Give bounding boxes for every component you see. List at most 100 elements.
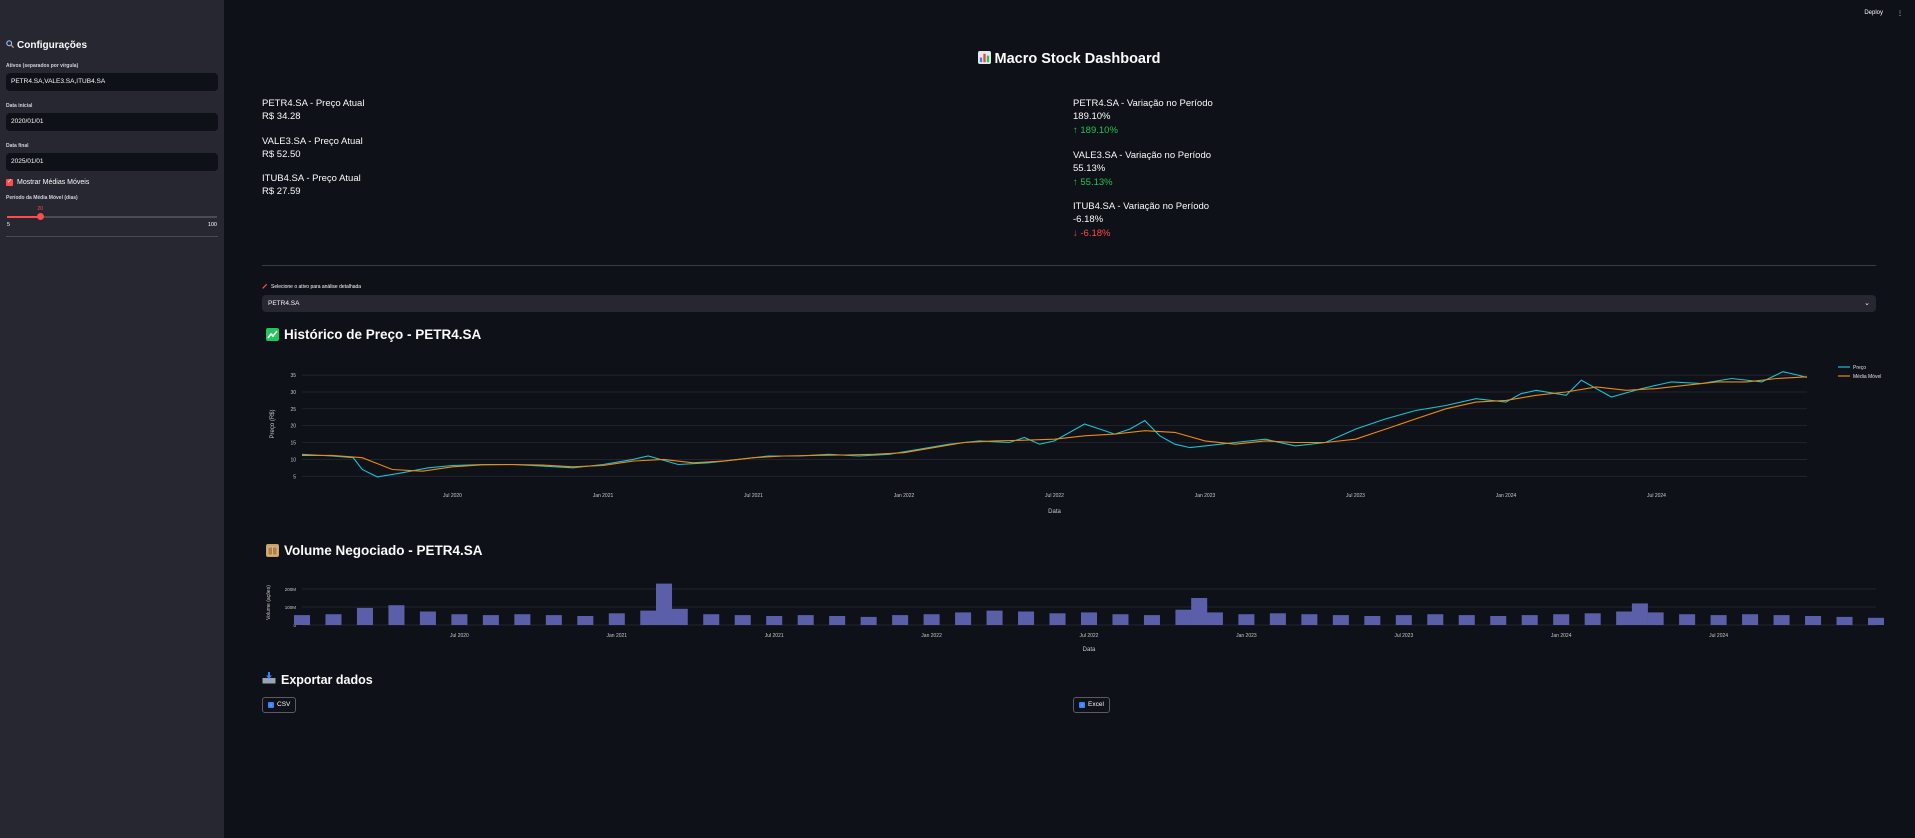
magnifier-icon	[6, 40, 15, 51]
volume-bar	[482, 615, 499, 625]
x-axis-title: Data	[1083, 647, 1096, 653]
metric-value: 189.10%	[1073, 111, 1111, 122]
volume-bar	[1647, 612, 1664, 625]
volume-bar	[388, 605, 405, 625]
volume-bar	[1112, 614, 1129, 625]
sidebar-title: Configurações	[6, 40, 218, 51]
x-tick-label: Jul 2024	[1647, 493, 1666, 499]
legend-label: Preço	[1853, 365, 1866, 371]
volume-bar	[1742, 614, 1759, 625]
page-title: Macro Stock Dashboard	[262, 51, 1876, 68]
period-label: Período da Média Móvel (dias)	[6, 195, 78, 201]
volume-bar	[1238, 614, 1255, 625]
deploy-button[interactable]: Deploy	[1864, 10, 1883, 16]
end-date-label: Data final	[6, 143, 29, 149]
price-chart[interactable]: 5 10 15 20 25 30 35 Jul 2020 Jan 2021 Jul 2021 Jan…	[262, 355, 1881, 555]
asset-select-label: Selecione o ativo para análise detalhada	[262, 283, 361, 291]
y-tick-label: 30	[290, 390, 296, 396]
csv-button-label: CSV	[277, 701, 291, 708]
y-tick-label: 15	[290, 441, 296, 447]
x-tick-label: Jul 2023	[1394, 633, 1413, 639]
volume-bar	[1364, 616, 1381, 625]
checkbox-checked-icon[interactable]: ✓	[6, 179, 13, 186]
x-tick-label: Jul 2021	[744, 493, 763, 499]
page-title-text: Macro Stock Dashboard	[994, 51, 1161, 67]
volume-bar	[829, 616, 846, 625]
volume-bar	[1616, 611, 1633, 625]
volume-bar	[1301, 614, 1318, 625]
volume-bar	[451, 614, 468, 625]
x-tick-label: Jul 2022	[1045, 493, 1064, 499]
asset-select[interactable]: PETR4.SA ⌄	[262, 295, 1876, 312]
export-section-title: Exportar dados	[262, 672, 373, 687]
y-tick-label: 0	[293, 623, 296, 628]
metric-label: PETR4.SA - Preço Atual	[262, 98, 365, 109]
excel-button-label: Excel	[1088, 701, 1104, 708]
top-toolbar: Deploy ⋮	[1864, 10, 1903, 17]
y-tick-label: 200M	[285, 587, 297, 592]
volume-bar	[1836, 616, 1853, 625]
moving-average-checkbox-label: Mostrar Médias Móveis	[17, 179, 90, 186]
volume-section-title-text: Volume Negociado - PETR4.SA	[284, 543, 483, 558]
metric-value: R$ 34.28	[262, 111, 301, 122]
kebab-menu-icon[interactable]: ⋮	[1897, 11, 1903, 17]
download-excel-button[interactable]: ↓ Excel	[1073, 697, 1110, 713]
volume-section-title: Volume Negociado - PETR4.SA	[266, 543, 483, 558]
sidebar: Configurações Ativos (separados por vírg…	[0, 0, 224, 838]
volume-bar	[986, 610, 1003, 625]
assets-input[interactable]: PETR4.SA,VALE3.SA,ITUB4.SA	[6, 73, 218, 91]
metric-label: VALE3.SA - Preço Atual	[262, 136, 363, 147]
volume-bar	[419, 611, 436, 625]
down-arrow-icon: ↓	[1079, 702, 1085, 708]
metric-petr4-price: PETR4.SA - Preço Atual R$ 34.28	[262, 97, 364, 124]
y-axis-title: Preço (R$)	[270, 409, 276, 438]
x-axis-title: Data	[1048, 509, 1061, 515]
volume-bar	[1710, 615, 1727, 625]
end-date-input[interactable]: 2025/01/01	[6, 153, 218, 171]
sidebar-title-text: Configurações	[17, 40, 88, 51]
moving-average-line	[302, 376, 1808, 472]
volume-bar	[1332, 615, 1349, 625]
y-tick-label: 5	[293, 474, 296, 480]
slider-min-label: 5	[7, 222, 11, 228]
download-csv-button[interactable]: ↓ CSV	[262, 697, 297, 713]
x-tick-label: Jul 2021	[765, 633, 784, 639]
volume-bar	[892, 615, 909, 625]
volume-bar	[1553, 614, 1570, 625]
volume-bar	[1269, 613, 1286, 625]
volume-bar	[1521, 615, 1538, 625]
asset-select-label-text: Selecione o ativo para análise detalhada	[271, 284, 362, 290]
moving-average-checkbox[interactable]: ✓ Mostrar Médias Móveis	[6, 179, 218, 186]
volume-bar	[1175, 609, 1192, 625]
volume-bar	[356, 607, 373, 625]
metric-delta-up: ↑ 189.10%	[1073, 125, 1118, 136]
volume-bar	[1206, 612, 1223, 625]
price-section-title-text: Histórico de Preço - PETR4.SA	[284, 327, 482, 342]
metric-delta-up: ↑ 55.13%	[1073, 177, 1113, 188]
bar-chart-icon	[977, 51, 991, 68]
export-section-title-text: Exportar dados	[281, 672, 373, 687]
y-axis-title: Volume (ações)	[266, 585, 272, 620]
start-date-input[interactable]: 2020/01/01	[6, 113, 218, 131]
x-tick-label: Jan 2024	[1496, 493, 1517, 499]
volume-chart[interactable]: 0 100M 200M Jul 2020 Jan 2021 Jul 2021 Jan 202…	[262, 575, 1885, 665]
start-date-label: Data inicial	[6, 103, 33, 109]
volume-bar	[1867, 617, 1885, 625]
price-line	[301, 371, 1808, 478]
slider-thumb[interactable]	[37, 213, 45, 220]
package-icon	[266, 544, 279, 557]
volume-bar	[1395, 615, 1412, 625]
period-slider[interactable]: 20 5 100	[6, 205, 218, 233]
volume-bar	[640, 610, 657, 625]
volume-bar	[1490, 616, 1507, 625]
metric-delta-down: ↓ -6.18%	[1073, 228, 1111, 239]
asset-select-value: PETR4.SA	[268, 300, 300, 307]
volume-bar	[1679, 614, 1696, 625]
slider-track[interactable]	[7, 216, 217, 218]
chevron-down-icon[interactable]: ⌄	[1864, 300, 1870, 307]
y-tick-label: 25	[290, 407, 296, 413]
price-section-title: Histórico de Preço - PETR4.SA	[266, 327, 481, 342]
volume-bar	[1584, 613, 1601, 625]
x-tick-label: Jul 2020	[450, 633, 469, 639]
volume-bar	[1049, 613, 1066, 625]
